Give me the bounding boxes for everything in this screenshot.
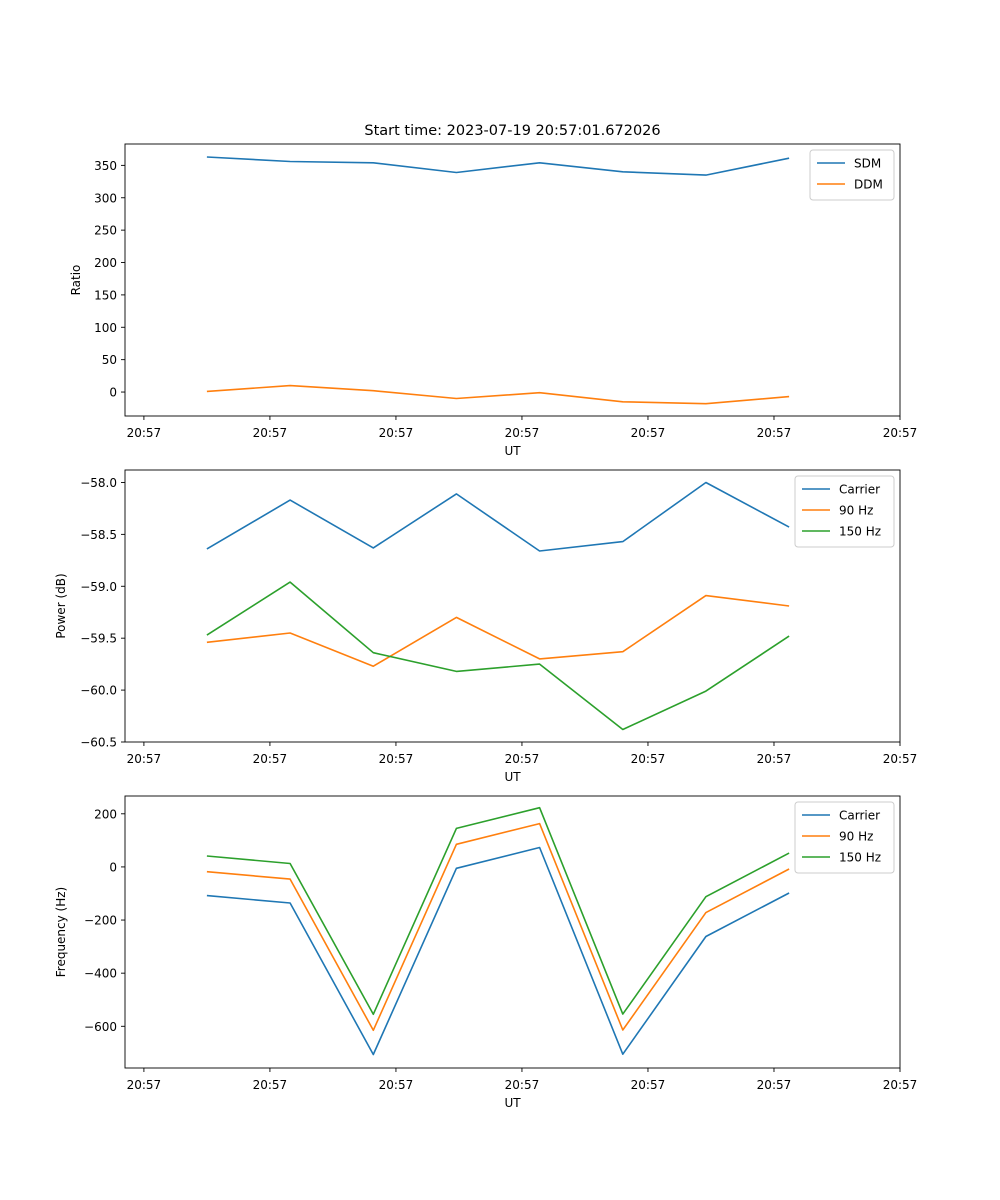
y-tick-label: 200 (94, 807, 117, 821)
x-tick-label: 20:57 (757, 426, 792, 440)
x-axis-label: UT (504, 444, 521, 458)
legend-label: DDM (854, 178, 883, 192)
x-tick-label: 20:57 (379, 426, 414, 440)
y-tick-label: 0 (109, 386, 117, 400)
y-tick-label: 200 (94, 256, 117, 270)
legend-label: SDM (854, 157, 881, 171)
y-tick-label: 350 (94, 159, 117, 173)
y-tick-label: −60.5 (80, 736, 117, 750)
legend-label: 90 Hz (839, 504, 873, 518)
y-tick-label: −60.0 (80, 684, 117, 698)
x-tick-label: 20:57 (883, 752, 918, 766)
x-tick-label: 20:57 (883, 426, 918, 440)
x-tick-label: 20:57 (757, 752, 792, 766)
legend-label: 150 Hz (839, 525, 881, 539)
figure-title: Start time: 2023-07-19 20:57:01.672026 (364, 123, 660, 139)
x-tick-label: 20:57 (883, 1078, 918, 1092)
x-tick-label: 20:57 (253, 752, 288, 766)
x-tick-label: 20:57 (127, 752, 162, 766)
legend: Carrier 90 Hz 150 Hz (795, 802, 894, 873)
y-tick-label: −59.0 (80, 580, 117, 594)
x-tick-label: 20:57 (253, 426, 288, 440)
x-tick-label: 20:57 (379, 752, 414, 766)
x-tick-label: 20:57 (127, 426, 162, 440)
legend-label: 150 Hz (839, 851, 881, 865)
y-tick-label: −58.0 (80, 476, 117, 490)
x-tick-label: 20:57 (505, 1078, 540, 1092)
y-tick-label: 0 (109, 860, 117, 874)
x-tick-label: 20:57 (379, 1078, 414, 1092)
y-tick-label: −400 (84, 967, 117, 981)
y-tick-label: 50 (102, 353, 117, 367)
legend: Carrier 90 Hz 150 Hz (795, 476, 894, 547)
y-tick-label: −58.5 (80, 528, 117, 542)
y-tick-label: −600 (84, 1020, 117, 1034)
y-tick-label: 250 (94, 224, 117, 238)
y-tick-label: 300 (94, 191, 117, 205)
y-tick-label: 100 (94, 321, 117, 335)
y-axis-label: Ratio (69, 265, 83, 296)
x-tick-label: 20:57 (253, 1078, 288, 1092)
y-axis-label: Power (dB) (54, 573, 68, 638)
legend: SDM DDM (810, 150, 894, 200)
x-tick-label: 20:57 (631, 1078, 666, 1092)
y-tick-label: −59.5 (80, 632, 117, 646)
x-axis-label: UT (504, 770, 521, 784)
legend-label: Carrier (839, 809, 880, 823)
y-tick-label: −200 (84, 914, 117, 928)
legend-frame (810, 150, 894, 200)
x-tick-label: 20:57 (631, 426, 666, 440)
y-axis-label: Frequency (Hz) (54, 887, 68, 978)
figure: Start time: 2023-07-19 20:57:01.672026 2… (0, 0, 1000, 1200)
x-tick-label: 20:57 (757, 1078, 792, 1092)
x-tick-label: 20:57 (127, 1078, 162, 1092)
legend-label: 90 Hz (839, 830, 873, 844)
x-tick-label: 20:57 (505, 752, 540, 766)
y-tick-label: 150 (94, 288, 117, 302)
legend-label: Carrier (839, 483, 880, 497)
x-axis-label: UT (504, 1096, 521, 1110)
x-tick-label: 20:57 (505, 426, 540, 440)
x-tick-label: 20:57 (631, 752, 666, 766)
